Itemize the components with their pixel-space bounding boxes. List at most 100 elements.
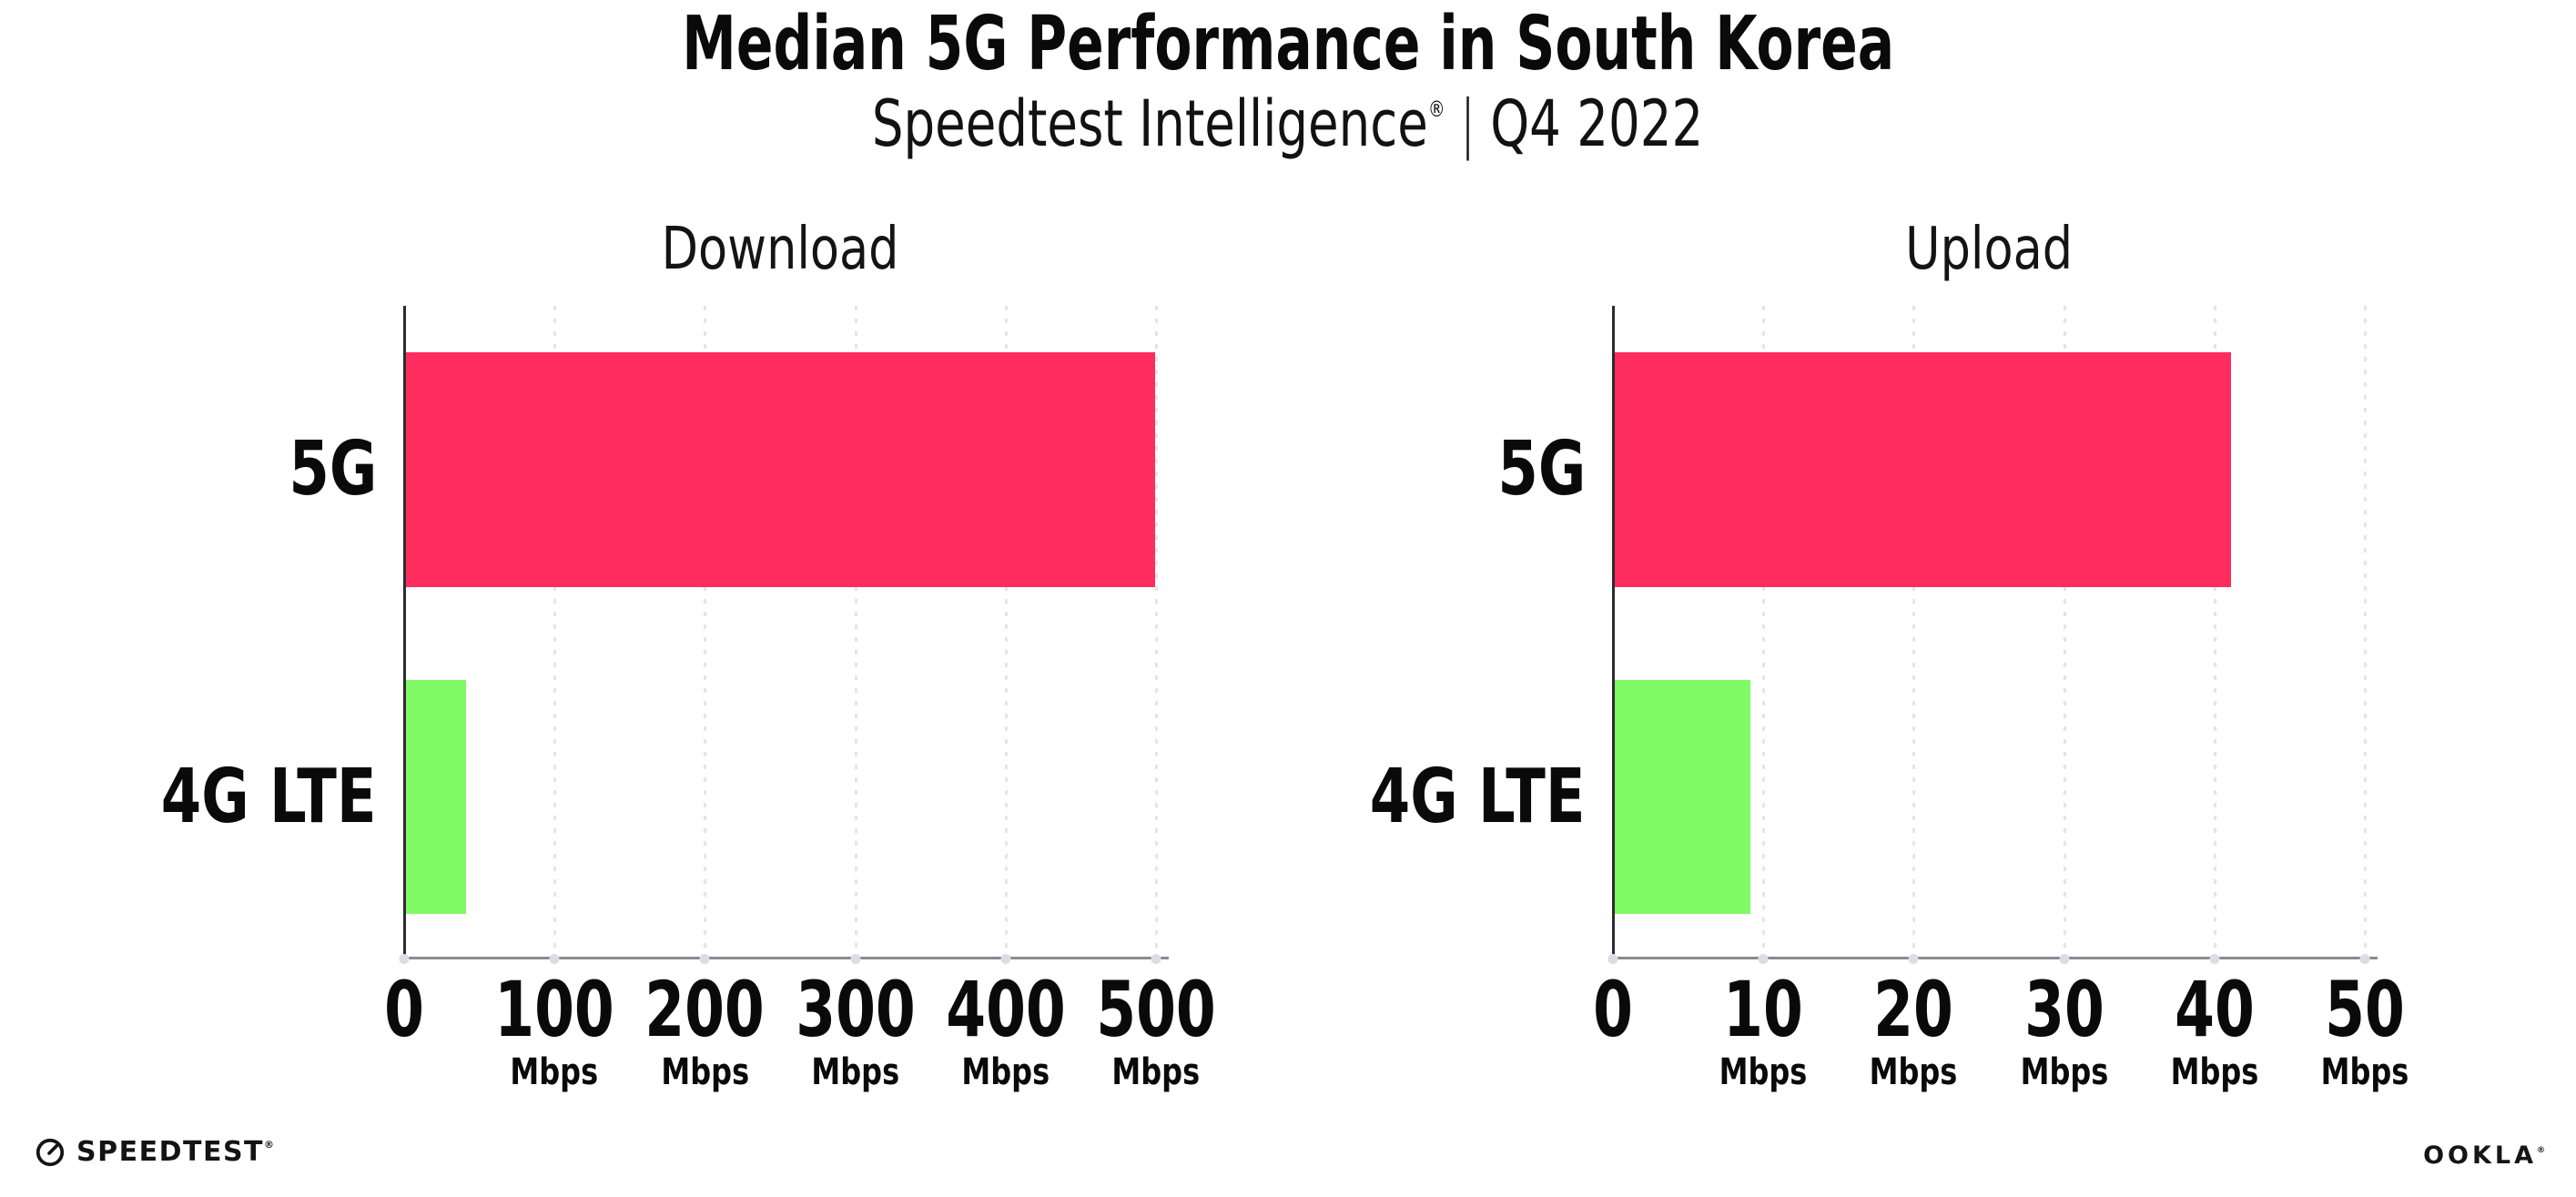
x-tick-unit-text: Mbps: [2170, 1050, 2259, 1093]
page-subtitle: Speedtest Intelligence® | Q4 2022: [0, 90, 2576, 158]
x-tick-value-text: 100: [494, 965, 614, 1054]
gridline-40: [2213, 306, 2216, 958]
speedtest-gauge-icon: [35, 1138, 65, 1166]
x-tick-value: 500: [1076, 965, 1235, 1054]
bar-4g-lte: [1615, 680, 1750, 914]
x-tick-20: 20 Mbps: [1859, 965, 1969, 1090]
axis-tick-dot-40: [2209, 954, 2220, 964]
x-tick-value: 300: [776, 965, 935, 1054]
download-chart: Download 5G 4G LTE 0 100 Mbps 200 Mbps 300 Mbps 40…: [161, 220, 1216, 1090]
x-tick-unit-text: Mbps: [2320, 1050, 2409, 1093]
row-label-4g-lte: 4G LTE: [100, 753, 377, 840]
x-tick-value: 30: [2009, 965, 2119, 1054]
x-tick-unit-text: Mbps: [1870, 1050, 1958, 1093]
speedtest-trademark-icon: ®: [264, 1139, 275, 1151]
x-tick-unit: Mbps: [475, 1054, 634, 1090]
x-tick-value: 0: [1587, 965, 1639, 1054]
gridline-500: [1155, 306, 1158, 958]
x-tick-value-text: 400: [946, 965, 1066, 1054]
page-title: Median 5G Performance in South Korea: [0, 5, 2576, 84]
x-tick-unit: Mbps: [926, 1054, 1085, 1090]
x-tick-value: 200: [625, 965, 785, 1054]
upload-chart: Upload 5G 4G LTE 0 10 Mbps 20 Mbps 30 Mbps 40 Mbps 5…: [1370, 220, 2409, 1090]
x-tick-value-text: 500: [1096, 965, 1216, 1054]
x-tick-value: 10: [1709, 965, 1819, 1054]
axis-tick-dot-20: [1908, 954, 1919, 964]
x-tick-value-text: 0: [1593, 965, 1633, 1054]
gridline-400: [1004, 306, 1008, 958]
x-tick-value: 0: [378, 965, 431, 1054]
speedtest-logo: SPEEDTEST®: [35, 1136, 274, 1168]
x-tick-value-text: 200: [644, 965, 766, 1054]
axis-tick-dot-300: [850, 954, 861, 964]
x-tick-value-text: 20: [1873, 965, 1954, 1054]
page-subtitle-text: Speedtest Intelligence® | Q4 2022: [872, 90, 1703, 158]
gridline-30: [2063, 306, 2066, 958]
x-axis-line: [1611, 957, 2378, 959]
x-tick-200: 200 Mbps: [625, 965, 785, 1090]
x-tick-unit: Mbps: [1859, 1054, 1969, 1090]
x-tick-value-text: 40: [2174, 965, 2255, 1054]
row-label-5g: 5G: [1473, 432, 1586, 507]
ookla-wordmark: OOKLA: [2423, 1141, 2537, 1170]
gridline-300: [854, 306, 857, 958]
axis-tick-dot-100: [549, 954, 560, 964]
x-tick-value-text: 300: [795, 965, 916, 1054]
x-tick-unit: Mbps: [776, 1054, 935, 1090]
upload-chart-title-text: Upload: [1905, 216, 2073, 283]
x-tick-value: 50: [2310, 965, 2420, 1054]
speedtest-logo-text: SPEEDTEST®: [76, 1136, 274, 1168]
y-axis-spine: [403, 306, 406, 958]
bar-5g: [406, 352, 1155, 587]
subtitle-product: Speedtest Intelligence: [872, 86, 1429, 161]
x-tick-0: 0: [1587, 965, 1639, 1054]
download-chart-title: Download: [404, 220, 1156, 279]
x-tick-unit: Mbps: [625, 1054, 785, 1090]
gridline-10: [1762, 306, 1766, 958]
x-tick-50: 50 Mbps: [2310, 965, 2420, 1090]
gridline-200: [704, 306, 707, 958]
x-tick-value-text: 50: [2325, 965, 2405, 1054]
speedtest-wordmark: SPEEDTEST: [76, 1136, 265, 1168]
x-tick-30: 30 Mbps: [2009, 965, 2119, 1093]
axis-tick-dot-0: [1607, 954, 1618, 964]
x-tick-500: 500 Mbps: [1076, 965, 1235, 1090]
ookla-trademark-icon: ®: [2537, 1146, 2545, 1155]
x-tick-300: 300 Mbps: [776, 965, 935, 1090]
x-tick-value-text: 0: [384, 965, 424, 1054]
axis-tick-dot-200: [699, 954, 710, 964]
axis-tick-dot-500: [1151, 954, 1161, 964]
axis-tick-dot-400: [1000, 954, 1011, 964]
row-label-4g-lte: 4G LTE: [1309, 759, 1586, 835]
gridline-50: [2364, 306, 2367, 958]
page-title-text: Median 5G Performance in South Korea: [682, 1, 1894, 87]
x-tick-value-text: 10: [1723, 965, 1804, 1054]
subtitle-separator: |: [1459, 86, 1477, 161]
gridline-20: [1912, 306, 1916, 958]
row-label-5g: 5G: [264, 432, 377, 507]
gridline-100: [553, 306, 557, 958]
x-tick-value: 40: [2159, 965, 2269, 1054]
x-tick-40: 40 Mbps: [2159, 965, 2269, 1090]
x-tick-unit-text: Mbps: [1719, 1050, 1808, 1093]
bar-5g: [1615, 352, 2232, 587]
x-tick-unit-text: Mbps: [661, 1050, 749, 1093]
x-tick-unit-text: Mbps: [1111, 1050, 1201, 1093]
registered-trademark-icon: ®: [1428, 96, 1446, 122]
download-chart-title-text: Download: [661, 216, 899, 283]
x-tick-unit: Mbps: [2310, 1054, 2420, 1090]
x-tick-unit-text: Mbps: [2020, 1050, 2108, 1093]
x-tick-value: 400: [926, 965, 1085, 1054]
x-tick-unit-text: Mbps: [961, 1050, 1050, 1093]
x-tick-unit: Mbps: [1076, 1054, 1235, 1090]
x-tick-unit-text: Mbps: [811, 1050, 899, 1093]
x-tick-0: 0: [378, 965, 431, 1054]
x-tick-value-text: 30: [2023, 965, 2104, 1054]
x-tick-value: 20: [1859, 965, 1969, 1054]
x-tick-unit: Mbps: [2159, 1054, 2269, 1090]
row-label-text: 4G LTE: [161, 753, 377, 840]
y-axis-spine: [1612, 306, 1615, 958]
bar-4g-lte: [406, 680, 467, 914]
x-axis-line: [402, 957, 1169, 959]
